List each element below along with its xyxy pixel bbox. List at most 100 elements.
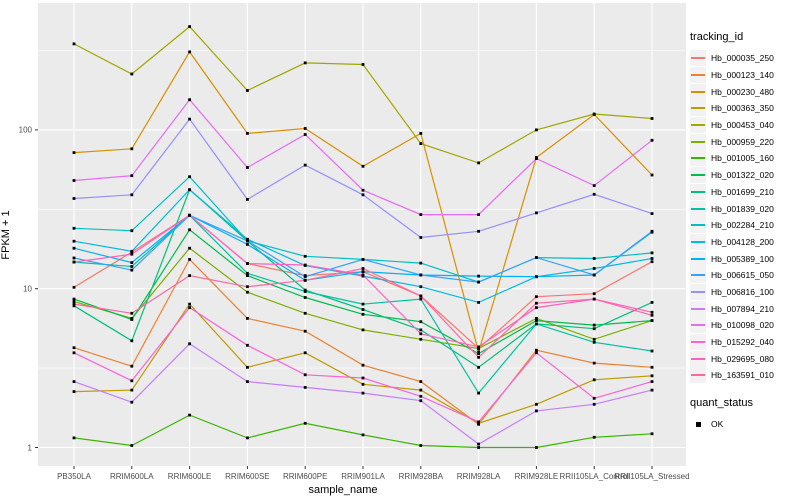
legend-item-label: Hb_001322_020 xyxy=(711,170,774,181)
legend-item: Hb_001005_160 xyxy=(690,150,800,167)
x-tick-label: RRII105LA_Control xyxy=(560,472,630,481)
data-point xyxy=(72,42,76,46)
data-point xyxy=(592,435,596,439)
x-tick-label: RRII105LA_Stressed xyxy=(614,472,689,481)
data-point xyxy=(72,300,76,303)
panel-background xyxy=(38,3,686,466)
data-point xyxy=(361,63,365,66)
data-point xyxy=(246,317,249,320)
data-point xyxy=(477,229,480,233)
legend-square-swatch xyxy=(690,416,706,433)
legend-line-swatch xyxy=(690,200,706,217)
legend-line-swatch xyxy=(690,267,706,284)
data-point xyxy=(246,343,249,347)
data-point xyxy=(477,347,480,350)
data-point xyxy=(535,319,538,322)
data-point xyxy=(303,133,307,136)
data-point xyxy=(650,229,654,233)
data-point xyxy=(361,363,365,367)
data-point xyxy=(419,328,423,332)
legend-item-label: Hb_001005_160 xyxy=(711,153,774,164)
data-point xyxy=(361,328,365,332)
legend-item-quant: OK xyxy=(690,416,800,433)
data-point xyxy=(477,350,480,354)
data-point xyxy=(246,436,249,440)
data-point xyxy=(72,151,76,154)
data-point xyxy=(72,380,76,383)
data-point xyxy=(72,239,76,243)
data-point xyxy=(188,246,191,250)
data-point xyxy=(361,258,365,261)
data-point xyxy=(650,349,654,353)
data-point xyxy=(535,306,538,309)
data-point xyxy=(650,173,654,177)
data-point xyxy=(246,262,249,265)
legend-item: Hb_000035_250 xyxy=(690,50,800,67)
data-point xyxy=(419,142,423,145)
data-point xyxy=(188,175,191,179)
legend-item-label: Hb_002284_210 xyxy=(711,220,774,231)
x-tick-label: RRIM928LE xyxy=(515,472,559,481)
data-point xyxy=(535,128,538,132)
data-point xyxy=(650,432,654,436)
legend-item-label: Hb_006816_100 xyxy=(711,286,774,297)
data-point xyxy=(419,399,423,403)
data-point xyxy=(535,446,538,449)
data-point xyxy=(303,351,307,355)
legend-line-swatch xyxy=(690,334,706,351)
data-point xyxy=(130,147,134,151)
data-point xyxy=(246,274,249,277)
legend-line-swatch xyxy=(690,183,706,200)
data-point xyxy=(592,361,596,365)
legend-item-label: Hb_006615_050 xyxy=(711,270,774,281)
data-point xyxy=(303,127,307,130)
data-point xyxy=(188,117,191,121)
legend-item: Hb_001322_020 xyxy=(690,167,800,184)
legend-item: Hb_006816_100 xyxy=(690,283,800,301)
legend-item: Hb_004128_200 xyxy=(690,233,800,251)
y-tick-label: 100 xyxy=(19,126,33,135)
legend-item: Hb_029695_080 xyxy=(690,350,800,367)
data-point xyxy=(419,236,423,239)
data-point xyxy=(535,322,538,326)
data-point xyxy=(303,290,307,293)
legend-item-label: Hb_000363_350 xyxy=(711,103,774,114)
data-point xyxy=(592,184,596,187)
data-point xyxy=(535,301,538,305)
data-point xyxy=(130,311,134,315)
data-point xyxy=(650,251,654,255)
data-point xyxy=(477,355,480,359)
x-tick-label: RRIM600LE xyxy=(168,472,212,481)
data-point xyxy=(188,188,191,192)
data-point xyxy=(419,444,423,447)
data-point xyxy=(246,198,249,201)
data-point xyxy=(361,376,365,380)
legend-line-swatch xyxy=(690,283,706,300)
data-point xyxy=(650,313,654,317)
legend-shape-items: OK xyxy=(690,416,800,433)
data-point xyxy=(246,132,249,135)
data-point xyxy=(130,364,134,368)
data-point xyxy=(650,260,654,264)
legend-item-label: Hb_029695_080 xyxy=(711,353,774,364)
data-point xyxy=(535,317,538,320)
data-point xyxy=(419,380,423,383)
legend-item-label: Hb_000230_480 xyxy=(711,86,774,97)
legend-line-swatch xyxy=(690,167,706,184)
data-point xyxy=(246,271,249,275)
data-point xyxy=(130,174,134,178)
legend-item-label: Hb_000123_140 xyxy=(711,70,774,81)
legend-item: Hb_001699_210 xyxy=(690,183,800,201)
data-point xyxy=(477,365,480,369)
data-point xyxy=(361,308,365,311)
data-point xyxy=(188,25,191,28)
legend-line-swatch xyxy=(690,67,706,84)
data-point xyxy=(303,421,307,425)
data-point xyxy=(535,348,538,352)
data-point xyxy=(592,257,596,260)
data-point xyxy=(130,229,134,233)
data-point xyxy=(592,396,596,400)
data-point xyxy=(72,285,76,289)
legend-line-swatch xyxy=(690,300,706,317)
data-point xyxy=(72,390,76,393)
